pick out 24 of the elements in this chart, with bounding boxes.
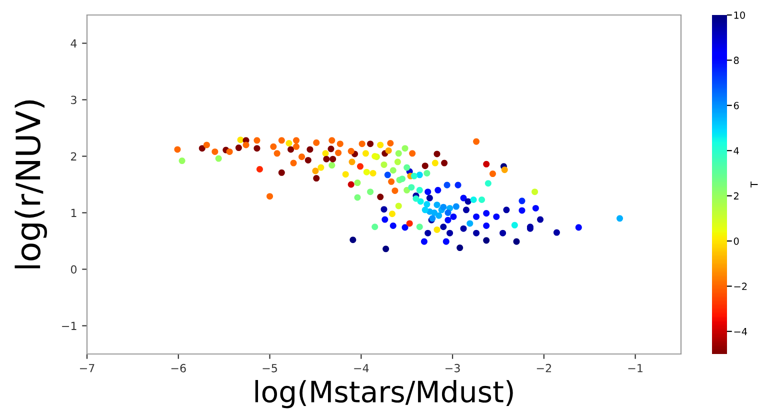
color-bar-label: −2 bbox=[734, 282, 747, 290]
x-tick-label: −1 bbox=[628, 364, 642, 372]
x-tick-label: −2 bbox=[536, 364, 551, 372]
x-tick-label: −7 bbox=[80, 364, 94, 372]
color-bar-title: T bbox=[750, 182, 758, 188]
x-tick-label: −3 bbox=[446, 364, 460, 372]
color-bar-label: 0 bbox=[734, 237, 739, 245]
y-tick-label: 1 bbox=[71, 208, 76, 217]
color-bar-label: 6 bbox=[734, 102, 739, 110]
y-tick-label: 3 bbox=[71, 96, 76, 104]
color-bar-label: 8 bbox=[734, 56, 739, 64]
color-bar-label: −4 bbox=[734, 328, 748, 336]
x-tick-label: −5 bbox=[262, 364, 277, 372]
x-axis-title: log(Mstars/Mdust) bbox=[255, 380, 513, 408]
y-axis-title: log(r/NUV) bbox=[14, 100, 48, 268]
color-bar-label: 2 bbox=[734, 192, 738, 200]
color-bar-label: 10 bbox=[734, 11, 745, 19]
y-tick-label: −1 bbox=[62, 322, 76, 330]
y-tick-label: 0 bbox=[70, 265, 77, 274]
y-tick-label: 4 bbox=[70, 39, 77, 48]
y-tick-label: 2 bbox=[71, 152, 76, 160]
x-tick-label: −6 bbox=[171, 364, 186, 372]
color-bar-label: 4 bbox=[734, 147, 739, 154]
x-tick-label: −4 bbox=[354, 364, 369, 372]
